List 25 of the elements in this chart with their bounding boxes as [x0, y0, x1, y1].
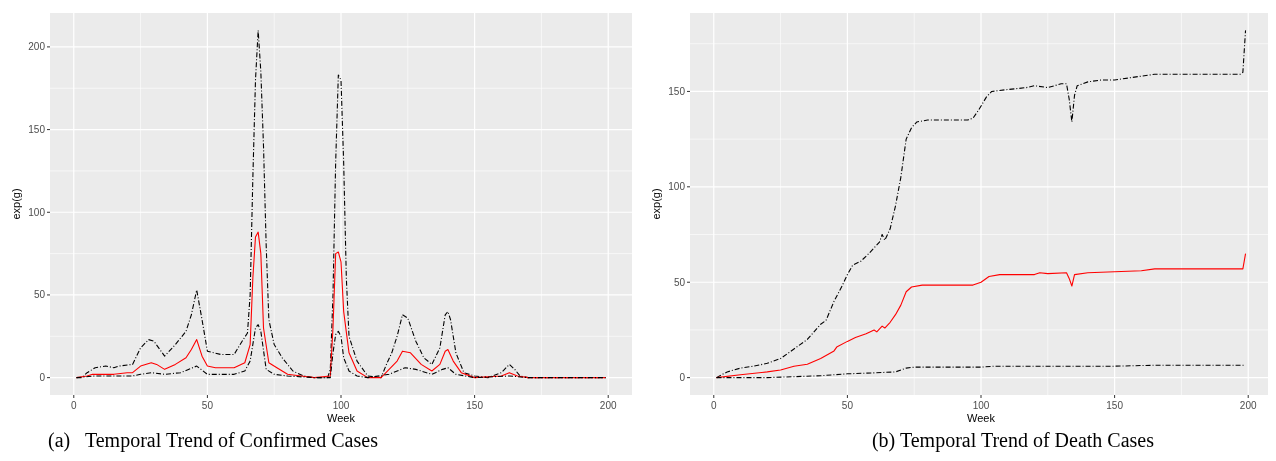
text: (b) Temporal Trend of Death Cases: [871, 429, 1155, 452]
y-tick-label: 100: [668, 181, 686, 193]
y-axis-title: exp(g): [650, 188, 662, 220]
x-tick-label: 0: [711, 400, 717, 411]
x-tick-label: 100: [972, 400, 990, 411]
text: (a) Temporal Trend of Confirmed Cases: [48, 429, 379, 452]
x-tick-label: 200: [1239, 400, 1257, 411]
x-tick-label: 150: [466, 400, 484, 411]
y-tick-label: 100: [28, 206, 46, 218]
y-axis-title: exp(g): [10, 188, 22, 220]
x-axis-title: Week: [327, 412, 356, 424]
y-tick-label: 50: [33, 289, 46, 301]
y-tick-label: 150: [668, 85, 686, 97]
x-tick-label: 200: [599, 400, 617, 411]
y-tick-label: 150: [28, 124, 46, 136]
y-tick-label: 0: [39, 372, 46, 384]
y-tick-label: 0: [679, 372, 686, 384]
x-tick-label: 50: [201, 400, 214, 411]
x-tick-label: 150: [1106, 400, 1124, 411]
y-tick-label: 50: [673, 276, 686, 288]
x-axis-title: Week: [967, 412, 996, 424]
y-tick-label: 200: [28, 41, 46, 53]
x-tick-label: 0: [71, 400, 77, 411]
x-tick-label: 50: [841, 400, 854, 411]
x-tick-label: 100: [332, 400, 350, 411]
